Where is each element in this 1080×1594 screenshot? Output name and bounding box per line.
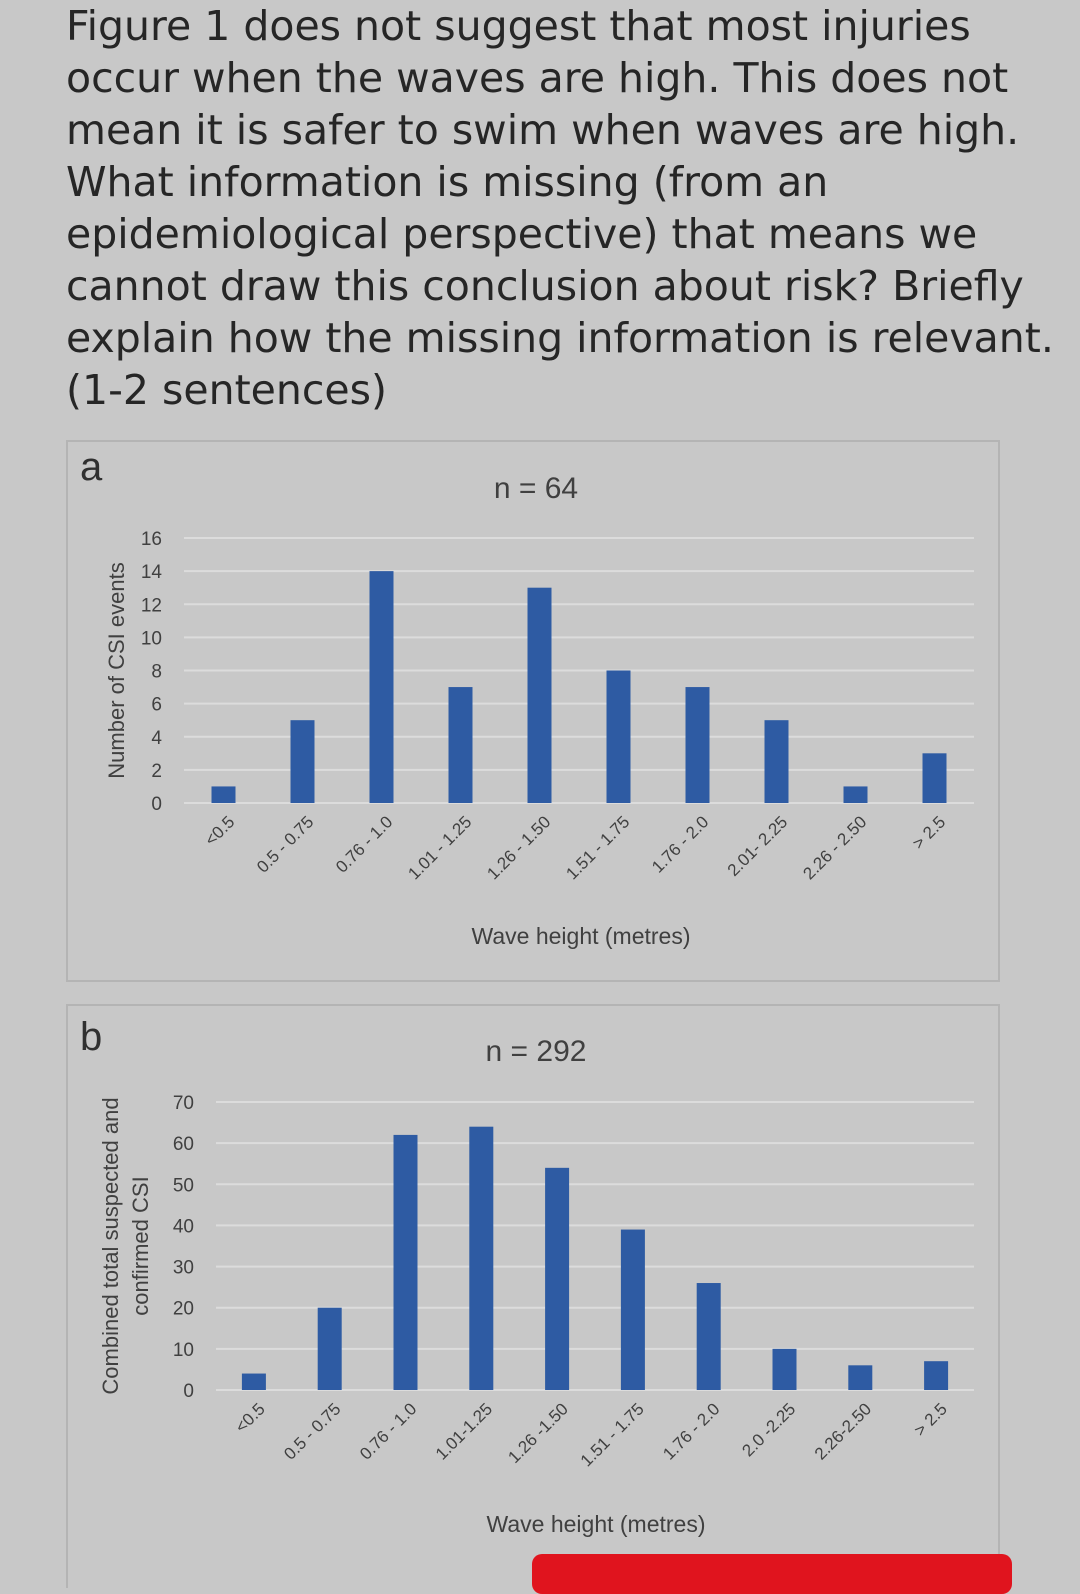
- x-tick-label: 2.0 -2.25: [738, 1399, 799, 1460]
- x-tick-label: 0.5 - 0.75: [280, 1399, 344, 1463]
- bar: [448, 687, 473, 803]
- x-tick-label: 1.51 - 1.75: [562, 812, 633, 883]
- x-tick-label: 1.26 -1.50: [504, 1399, 572, 1467]
- bar: [545, 1167, 570, 1390]
- x-tick-label: 0.76 - 1.0: [332, 812, 396, 876]
- bar: [317, 1307, 342, 1390]
- bar: [211, 786, 236, 803]
- y-tick-label: 50: [173, 1175, 194, 1196]
- bar: [241, 1373, 266, 1390]
- x-tick-label: 1.26 - 1.50: [483, 812, 554, 883]
- chart-b: b n = 292 0 10 20 30 40 50 60 70 <0.5 0.5 - 0.75 0.7…: [80, 1015, 974, 1537]
- question-line: epidemiological perspective) that means …: [66, 210, 978, 258]
- y-tick-label: 4: [151, 728, 162, 749]
- y-tick-label: 70: [173, 1093, 194, 1114]
- question-line: mean it is safer to swim when waves are …: [66, 106, 1020, 154]
- y-tick-label: 6: [151, 695, 162, 716]
- bar: [527, 587, 552, 803]
- y-tick-label: 14: [141, 562, 163, 583]
- panel-label: b: [80, 1015, 102, 1059]
- x-tick-label: > 2.5: [910, 1399, 951, 1440]
- y-tick-label: 40: [173, 1216, 194, 1237]
- bar: [922, 753, 947, 803]
- bar: [469, 1126, 494, 1390]
- question-line: occur when the waves are high. This does…: [66, 54, 1009, 102]
- y-axis-label: Combined total suspected and: [98, 1097, 123, 1394]
- y-tick-label: 0: [183, 1381, 194, 1402]
- x-tick-label: 0.76 - 1.0: [356, 1399, 420, 1463]
- chart-title: n = 64: [494, 472, 578, 505]
- x-tick-label: 0.5 - 0.75: [253, 812, 317, 876]
- x-tick-label: <0.5: [232, 1399, 269, 1436]
- y-tick-label: 8: [151, 662, 162, 683]
- x-tick-label: <0.5: [201, 812, 238, 849]
- bar: [696, 1283, 721, 1390]
- chart-title: n = 292: [486, 1035, 587, 1068]
- bar: [606, 670, 631, 803]
- bar: [290, 720, 315, 803]
- x-tick-label: 2.01- 2.25: [724, 812, 792, 880]
- bar: [843, 786, 868, 803]
- chart-a: a n = 64 0 2 4 6 8 10 12 14 16 <0.5 0.5 - 0.75 0.76 -…: [80, 445, 974, 949]
- y-axis-label: confirmed CSI: [128, 1176, 153, 1315]
- question-text: Figure 1 does not suggest that most inju…: [66, 0, 1056, 416]
- x-axis-label: Wave height (metres): [487, 1511, 706, 1537]
- action-bar[interactable]: [532, 1554, 1012, 1594]
- y-tick-label: 2: [151, 761, 162, 782]
- bar: [772, 1348, 797, 1390]
- x-tick-label: 1.01-1.25: [432, 1399, 496, 1463]
- chart-panel-b: b n = 292 0 10 20 30 40 50 60 70 <0.5 0.5 - 0.75 0.7…: [66, 1004, 1000, 1588]
- x-tick-label: > 2.5: [909, 812, 950, 853]
- y-tick-label: 60: [173, 1134, 194, 1155]
- bar: [685, 687, 710, 803]
- bar: [393, 1134, 418, 1390]
- x-axis-label: Wave height (metres): [472, 923, 691, 949]
- y-tick-label: 20: [173, 1299, 194, 1320]
- y-tick-label: 12: [141, 595, 162, 616]
- bar: [924, 1361, 949, 1390]
- question-line: (1-2 sentences): [66, 366, 387, 414]
- bar: [764, 720, 789, 803]
- chart-panel-a: a n = 64 0 2 4 6 8 10 12 14 16 <0.5 0.5 - 0.75 0.76 -…: [66, 440, 1000, 982]
- x-tick-label: 2.26-2.50: [811, 1399, 875, 1463]
- bar: [848, 1365, 873, 1390]
- y-tick-label: 10: [173, 1340, 194, 1361]
- y-tick-label: 0: [151, 794, 162, 815]
- question-line: explain how the missing information is r…: [66, 314, 1054, 362]
- bar: [369, 571, 394, 803]
- x-tick-label: 1.51 - 1.75: [577, 1399, 648, 1470]
- question-line: Figure 1 does not suggest that most inju…: [66, 2, 971, 50]
- x-tick-label: 1.76 - 2.0: [659, 1399, 723, 1463]
- y-tick-label: 30: [173, 1258, 194, 1279]
- question-line: What information is missing (from an: [66, 158, 829, 206]
- y-tick-label: 10: [141, 628, 162, 649]
- y-tick-label: 16: [141, 529, 162, 550]
- x-tick-label: 1.01 - 1.25: [404, 812, 475, 883]
- y-axis-label: Number of CSI events: [104, 562, 129, 778]
- x-tick-label: 1.76 - 2.0: [648, 812, 712, 876]
- question-line: cannot draw this conclusion about risk? …: [66, 262, 1024, 310]
- x-tick-label: 2.26 - 2.50: [799, 812, 870, 883]
- panel-label: a: [80, 445, 103, 489]
- bar: [620, 1229, 645, 1390]
